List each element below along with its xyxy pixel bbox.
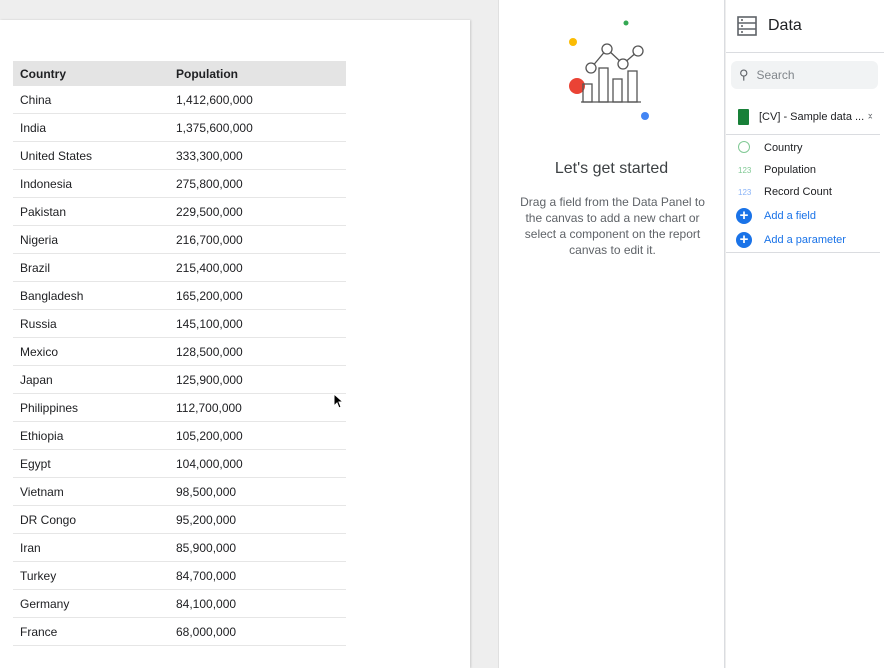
cell-population: 333,300,000 <box>176 148 243 163</box>
cell-country: Bangladesh <box>20 288 84 303</box>
plus-icon: + <box>736 232 752 248</box>
cell-country: China <box>20 92 52 107</box>
data-source-row[interactable]: [CV] - Sample data ... ⌄ ⌃ <box>726 99 880 135</box>
chart-illustration-icon <box>569 20 649 120</box>
header-population[interactable]: Population <box>176 66 238 81</box>
table-row[interactable]: Egypt 104,000,000 <box>13 450 346 478</box>
field-item[interactable]: 123 Record Count <box>726 181 884 203</box>
add-parameter-button[interactable]: + Add a parameter <box>726 228 880 253</box>
table-row[interactable]: Japan 125,900,000 <box>13 366 346 394</box>
cell-population: 68,000,000 <box>176 624 237 639</box>
collapse-icon[interactable]: ⌄ ⌃ <box>866 107 874 125</box>
table-row[interactable]: Turkey 84,700,000 <box>13 562 346 590</box>
table-row[interactable]: Philippines 112,700,000 <box>13 394 346 422</box>
cell-population: 104,000,000 <box>176 456 243 471</box>
cell-country: Iran <box>20 540 41 555</box>
table-row[interactable]: Bangladesh 165,200,000 <box>13 282 346 310</box>
globe-icon <box>738 141 764 155</box>
cell-country: Turkey <box>20 568 57 583</box>
header-country[interactable]: Country <box>20 66 66 81</box>
table-row[interactable]: Iran 85,900,000 <box>13 534 346 562</box>
cell-population: 229,500,000 <box>176 204 243 219</box>
empty-state-text: Drag a field from the Data Panel to the … <box>520 195 705 257</box>
cell-country: India <box>20 120 47 135</box>
cell-population: 1,375,600,000 <box>176 120 253 135</box>
field-item[interactable]: Country <box>726 137 884 159</box>
search-icon: ⚲ <box>739 67 749 82</box>
cell-population: 85,900,000 <box>176 540 237 555</box>
cell-population: 1,412,600,000 <box>176 92 253 107</box>
cell-population: 165,200,000 <box>176 288 243 303</box>
plus-icon: + <box>736 207 752 224</box>
properties-panel: Let's get started Drag a field from the … <box>498 0 725 668</box>
cell-population: 105,200,000 <box>176 428 243 443</box>
cell-country: Ethiopia <box>20 428 64 443</box>
add-field-button[interactable]: + Add a field <box>726 203 884 228</box>
cell-country: Vietnam <box>20 484 64 499</box>
field-item[interactable]: 123 Population <box>726 159 884 181</box>
cell-country: Brazil <box>20 260 51 275</box>
search-placeholder: Search <box>756 68 795 82</box>
cell-population: 275,800,000 <box>176 176 243 191</box>
table-row[interactable]: India 1,375,600,000 <box>13 114 346 142</box>
table-row[interactable]: DR Congo 95,200,000 <box>13 506 346 534</box>
cell-population: 84,700,000 <box>176 568 237 583</box>
cell-country: United States <box>20 148 93 163</box>
cell-population: 95,200,000 <box>176 512 237 527</box>
empty-state-title: Let's get started <box>554 160 669 177</box>
table-row[interactable]: Pakistan 229,500,000 <box>13 198 346 226</box>
field-name: Record Count <box>764 186 832 198</box>
cell-population: 98,500,000 <box>176 484 237 499</box>
report-canvas[interactable]: Country Population China 1,412,600,000 Ind… <box>0 20 470 668</box>
cell-country: Philippines <box>20 400 79 415</box>
mouse-cursor-icon <box>333 393 343 409</box>
cell-population: 125,900,000 <box>176 372 243 387</box>
cell-country: Pakistan <box>20 204 67 219</box>
table-row[interactable]: Indonesia 275,800,000 <box>13 170 346 198</box>
table-row[interactable]: Brazil 215,400,000 <box>13 254 346 282</box>
table-row[interactable]: Russia 145,100,000 <box>13 310 346 338</box>
data-source-name: [CV] - Sample data ... <box>759 110 865 123</box>
number-icon: 123 <box>738 165 752 175</box>
field-name: Population <box>764 164 816 176</box>
number-icon: 123 <box>738 187 752 197</box>
cell-country: DR Congo <box>20 512 77 527</box>
cell-country: France <box>20 624 58 639</box>
cell-population: 215,400,000 <box>176 260 243 275</box>
cell-population: 112,700,000 <box>176 400 242 415</box>
table-header: Country Population <box>13 61 346 86</box>
cell-country: Japan <box>20 372 53 387</box>
cell-country: Egypt <box>20 456 51 471</box>
cell-country: Germany <box>20 596 70 611</box>
sheets-icon <box>738 108 749 125</box>
population-table[interactable]: Country Population China 1,412,600,000 Ind… <box>13 61 346 646</box>
table-row[interactable]: Ethiopia 105,200,000 <box>13 422 346 450</box>
table-row[interactable]: Nigeria 216,700,000 <box>13 226 346 254</box>
table-row[interactable]: China 1,412,600,000 <box>13 86 346 114</box>
table-row[interactable]: United States 333,300,000 <box>13 142 346 170</box>
table-row[interactable]: Vietnam 98,500,000 <box>13 478 346 506</box>
table-row[interactable]: Mexico 128,500,000 <box>13 338 346 366</box>
cell-population: 128,500,000 <box>176 344 243 359</box>
cell-country: Russia <box>20 316 57 331</box>
cell-population: 145,100,000 <box>176 316 243 331</box>
field-name: Country <box>764 142 803 154</box>
data-panel-title: Data <box>768 17 802 34</box>
data-panel: Data ⚲ Search [CV] - Sample data ... ⌄ ⌃ … <box>726 0 884 668</box>
table-row[interactable]: France 68,000,000 <box>13 618 346 646</box>
cell-population: 216,700,000 <box>176 232 243 247</box>
cell-country: Indonesia <box>20 176 73 191</box>
cell-country: Nigeria <box>20 232 59 247</box>
cell-population: 84,100,000 <box>176 596 237 611</box>
database-icon <box>737 16 757 36</box>
search-input[interactable]: ⚲ Search <box>731 61 878 89</box>
table-row[interactable]: Germany 84,100,000 <box>13 590 346 618</box>
cell-country: Mexico <box>20 344 59 359</box>
